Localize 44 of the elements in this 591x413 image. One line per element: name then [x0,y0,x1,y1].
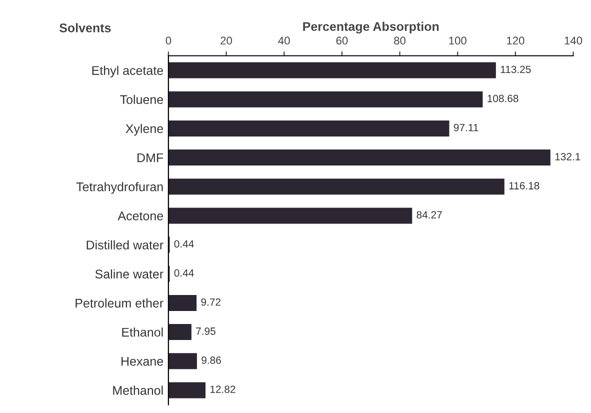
y-tick-label: Acetone [118,212,164,220]
x-tick-label: 20 [220,36,232,45]
y-tick-label: DMF [138,153,164,162]
data-label: 108.68 [488,94,518,102]
bar [168,353,197,370]
data-label: 116.18 [509,182,540,190]
x-tick-label: 0 [166,36,172,45]
data-label: 113.25 [500,66,531,74]
data-label: 84.27 [416,211,442,219]
bar [168,324,192,340]
y-tick-label: Distilled water [86,240,164,250]
bar [168,178,504,195]
x-tick-label: 140 [564,36,582,45]
y-tick-label: Ethyl acetate [92,66,164,78]
bar [168,208,412,224]
x-tick-label: 120 [507,36,524,45]
data-label: 0.44 [174,240,194,248]
bar [168,91,483,108]
data-label: 132.1 [555,152,580,160]
bar [168,294,197,311]
y-tick-label: Xylene [126,124,164,136]
bar [168,120,450,136]
bar [168,150,550,166]
x-tick-label: 80 [394,36,406,45]
bar [168,62,496,78]
y-tick-label: Tetrahydrofuran [76,182,163,194]
y-tick-label: Petroleum ether [76,298,164,308]
y-tick-label: Hexane [122,357,164,366]
y-tick-label: Toluene [120,94,164,104]
x-axis-title: Percentage Absorption [303,22,439,34]
y-tick-label: Methanol [113,386,163,395]
bar [168,382,206,398]
y-tick-label: Ethanol [122,328,163,337]
data-label: 12.82 [210,386,236,393]
data-label: 9.72 [201,298,220,306]
y-tick-label: Saline water [95,269,164,279]
data-label: 97.11 [454,124,478,132]
data-label: 0.44 [174,269,194,277]
x-tick-label: 100 [449,36,466,45]
x-tick-label: 60 [336,36,348,45]
data-label: 9.86 [202,356,221,364]
data-label: 7.95 [196,327,216,335]
y-axis-title: Solvents [59,23,111,32]
x-tick-label: 40 [278,36,290,45]
